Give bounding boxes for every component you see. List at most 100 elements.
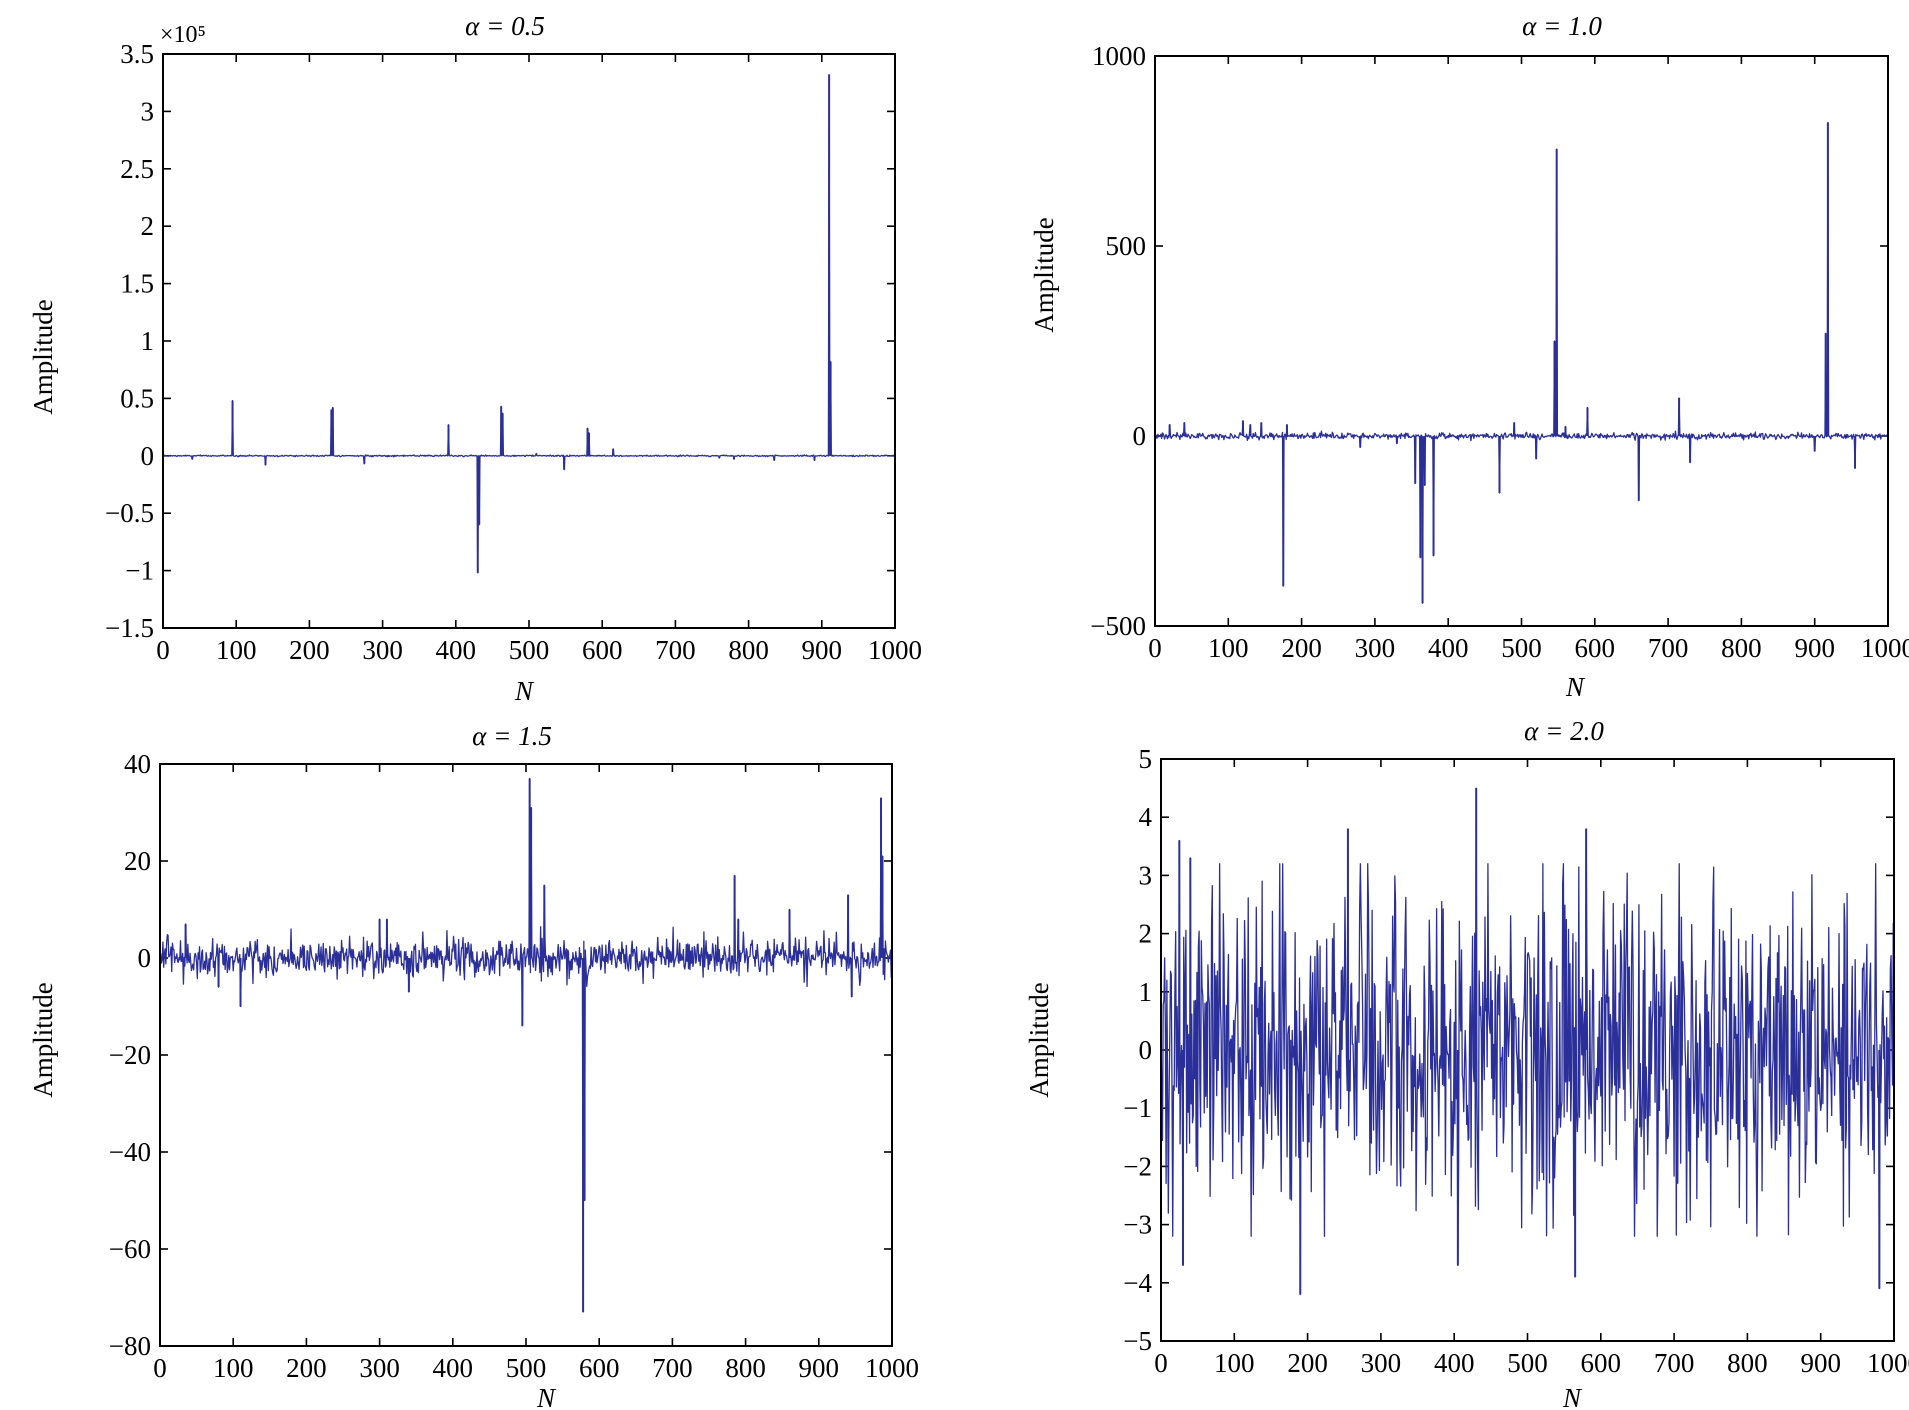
y-tick-label: 2.5 <box>120 154 154 184</box>
x-tick-label: 600 <box>582 635 623 665</box>
x-axis-label: N <box>536 1383 557 1410</box>
plot-frame <box>162 53 896 629</box>
y-tick-label: −80 <box>109 1331 151 1361</box>
y-tick-label: 3 <box>1139 860 1153 890</box>
x-tick-label: 1000 <box>868 635 922 665</box>
x-tick-label: 600 <box>1581 1348 1622 1378</box>
y-tick-label: −40 <box>109 1137 151 1167</box>
x-tick-label: 400 <box>1428 633 1469 663</box>
x-tick-label: 200 <box>289 635 330 665</box>
y-axis-label: Amplitude <box>1024 982 1054 1098</box>
x-tick-label: 300 <box>362 635 403 665</box>
y-tick-label: 2 <box>1139 919 1153 949</box>
plot-frame <box>159 763 893 1347</box>
x-tick-label: 600 <box>1575 633 1616 663</box>
y-tick-label: −4 <box>1123 1268 1152 1298</box>
y-tick-label: 0 <box>1139 1035 1153 1065</box>
x-tick-label: 100 <box>1214 1348 1255 1378</box>
x-tick-label: 1000 <box>865 1353 919 1383</box>
x-tick-label: 400 <box>436 635 477 665</box>
x-tick-label: 100 <box>216 635 257 665</box>
y-tick-label: 0 <box>141 441 155 471</box>
x-tick-label: 900 <box>1800 1348 1841 1378</box>
x-tick-label: 300 <box>1355 633 1396 663</box>
y-axis-label: Amplitude <box>28 299 58 415</box>
series-line <box>159 777 893 1313</box>
y-tick-label: 4 <box>1139 802 1153 832</box>
x-tick-label: 0 <box>153 1353 167 1383</box>
x-tick-label: 100 <box>213 1353 254 1383</box>
y-axis-label: Amplitude <box>1029 217 1059 333</box>
x-tick-label: 0 <box>156 635 170 665</box>
plot-area <box>1160 787 1895 1296</box>
x-tick-label: 200 <box>1287 1348 1328 1378</box>
y-tick-label: 2 <box>141 211 155 241</box>
series-line <box>1154 121 1889 604</box>
x-tick-label: 600 <box>579 1353 620 1383</box>
x-tick-label: 0 <box>1148 633 1162 663</box>
axis-ticks: 0 100 200 300 400 500 600 700 800 900 1000−80−60−4… <box>109 749 919 1383</box>
plot-frame <box>1160 758 1895 1342</box>
y-tick-label: −3 <box>1123 1210 1152 1240</box>
axis-ticks: 0 100 200 300 400 500 600 700 800 900 1000−5000500… <box>1090 41 1909 663</box>
y-tick-label: −60 <box>109 1234 151 1264</box>
x-tick-label: 800 <box>1727 1348 1768 1378</box>
y-tick-label: 0 <box>138 943 152 973</box>
y-tick-label: 0.5 <box>120 383 154 413</box>
x-tick-label: 800 <box>1721 633 1762 663</box>
x-tick-label: 100 <box>1208 633 1249 663</box>
y-tick-label: 1 <box>141 326 155 356</box>
y-multiplier: ×10⁵ <box>160 22 206 48</box>
y-tick-label: 5 <box>1139 744 1153 774</box>
x-tick-label: 700 <box>1654 1348 1695 1378</box>
x-tick-label: 0 <box>1154 1348 1168 1378</box>
y-tick-label: −2 <box>1123 1151 1152 1181</box>
y-axis-label: Amplitude <box>28 982 58 1098</box>
y-tick-label: −5 <box>1123 1326 1152 1356</box>
x-axis-label: N <box>1562 1383 1583 1410</box>
y-tick-label: −1 <box>1123 1093 1152 1123</box>
x-tick-label: 500 <box>1507 1348 1548 1378</box>
x-tick-label: 500 <box>506 1353 547 1383</box>
panel-alpha-1-5: α = 1.5 Amplitude N 0 100 200 300 400 500 600 7… <box>28 721 919 1410</box>
y-tick-label: −20 <box>109 1040 151 1070</box>
x-tick-label: 800 <box>725 1353 766 1383</box>
y-tick-label: 500 <box>1106 231 1147 261</box>
plot-frame <box>1154 55 1889 627</box>
x-tick-label: 900 <box>1794 633 1835 663</box>
x-tick-label: 200 <box>286 1353 327 1383</box>
x-tick-label: 400 <box>433 1353 474 1383</box>
x-tick-label: 800 <box>728 635 769 665</box>
y-tick-label: 20 <box>124 846 151 876</box>
plot-area <box>1154 121 1889 604</box>
x-tick-label: 700 <box>652 1353 693 1383</box>
panel-title: α = 2.0 <box>1524 716 1604 746</box>
y-tick-label: 0 <box>1133 421 1147 451</box>
x-tick-label: 700 <box>1648 633 1689 663</box>
x-tick-label: 400 <box>1434 1348 1475 1378</box>
x-tick-label: 900 <box>799 1353 840 1383</box>
series-line <box>1160 787 1895 1296</box>
axis-ticks: 0 100 200 300 400 500 600 700 800 900 1000 −1.5 −1 −0… <box>105 39 922 665</box>
panel-alpha-2-0: α = 2.0 Amplitude N 0 100 200 300 400 500 600 7… <box>1024 716 1909 1410</box>
x-tick-label: 1000 <box>1867 1348 1909 1378</box>
x-tick-label: 900 <box>802 635 843 665</box>
x-tick-label: 500 <box>509 635 550 665</box>
x-tick-label: 300 <box>359 1353 400 1383</box>
panel-title: α = 1.0 <box>1522 11 1602 41</box>
series-line <box>162 74 896 574</box>
y-tick-label: 1 <box>1139 977 1153 1007</box>
x-tick-label: 500 <box>1501 633 1542 663</box>
y-tick-label: −1.5 <box>105 613 154 643</box>
panel-title: α = 1.5 <box>472 721 552 751</box>
x-tick-label: 700 <box>655 635 696 665</box>
x-tick-label: 300 <box>1361 1348 1402 1378</box>
y-tick-label: −0.5 <box>105 498 154 528</box>
x-axis-label: N <box>514 676 535 706</box>
y-tick-label: −1 <box>125 556 154 586</box>
y-tick-label: 3 <box>141 96 155 126</box>
y-tick-label: 1000 <box>1092 41 1146 71</box>
x-tick-label: 200 <box>1281 633 1322 663</box>
plot-area <box>159 777 893 1313</box>
